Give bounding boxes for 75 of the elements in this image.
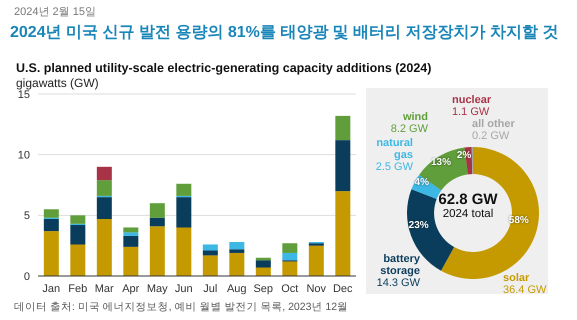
bar xyxy=(70,215,86,224)
bar xyxy=(150,218,165,226)
x-tick-label: Dec xyxy=(332,282,354,295)
bar xyxy=(44,231,59,276)
data-label: 1.1 GW xyxy=(452,106,490,118)
bar xyxy=(123,227,138,232)
bar xyxy=(44,209,59,218)
bar xyxy=(176,197,192,228)
slice-label: solar xyxy=(503,272,530,284)
text: 13% xyxy=(430,157,451,168)
text: 4% xyxy=(414,177,429,188)
x-tick-label: Oct xyxy=(281,282,298,295)
bar xyxy=(96,180,112,196)
bar xyxy=(202,250,218,256)
bar xyxy=(282,243,298,253)
data-label: 8.2 GW xyxy=(390,123,428,135)
slice-label: nuclear xyxy=(452,94,492,106)
bar xyxy=(256,268,271,276)
bar xyxy=(335,140,350,192)
bar xyxy=(229,249,244,253)
y-tick-label: 15 xyxy=(18,88,30,101)
bar xyxy=(229,252,244,276)
text: 2024 total xyxy=(442,208,494,220)
text: 2024년 2월 15일 xyxy=(14,5,96,19)
bar xyxy=(229,242,244,250)
slice-label: battery storage xyxy=(379,253,420,277)
bar xyxy=(150,226,165,276)
text: 데이터 출처: 미국 에너지정보청, 예비 월별 발전기 목록, 2023년 12월 xyxy=(14,300,348,314)
x-tick-label: Jul xyxy=(203,282,218,295)
bar xyxy=(123,232,138,236)
y-tick-label: 5 xyxy=(24,210,30,222)
x-tick-label: Aug xyxy=(226,282,247,295)
text: 62.8 GW xyxy=(437,191,499,208)
x-tick-label: Sep xyxy=(253,282,274,295)
bar xyxy=(96,197,112,219)
text: 23% xyxy=(408,220,429,231)
bar xyxy=(96,166,112,180)
bar xyxy=(308,246,324,276)
x-tick-label: May xyxy=(146,282,168,295)
bar xyxy=(70,225,86,244)
bar xyxy=(335,116,350,140)
x-tick-label: Nov xyxy=(306,282,327,295)
bar xyxy=(96,218,112,276)
data-label: 36.4 GW xyxy=(503,284,546,296)
bar xyxy=(202,255,218,276)
x-tick-label: Jun xyxy=(174,282,193,295)
bar xyxy=(335,191,350,276)
x-tick-label: Mar xyxy=(94,282,114,295)
bar xyxy=(70,244,86,276)
bar xyxy=(256,260,271,268)
slice-label: natural gas xyxy=(375,137,413,161)
bar xyxy=(150,203,165,218)
x-tick-label: Apr xyxy=(122,282,140,295)
y-axis-title: gigawatts (GW) xyxy=(16,76,99,90)
bar xyxy=(123,236,138,247)
bar xyxy=(123,246,138,276)
x-tick-label: Feb xyxy=(68,282,88,295)
bar xyxy=(282,261,298,276)
data-label: 0.2 GW xyxy=(472,130,510,142)
x-tick-label: Jan xyxy=(42,282,60,295)
bar xyxy=(202,244,218,251)
bar xyxy=(176,227,192,276)
data-label: 14.3 GW xyxy=(376,277,420,289)
bar xyxy=(176,184,192,196)
bar xyxy=(282,252,298,260)
chart-subtitle: U.S. planned utility-scale electric-generating capacity additions (2024) xyxy=(16,61,432,75)
y-tick-label: 0 xyxy=(24,270,30,283)
slice-label: wind xyxy=(402,111,428,123)
slice-label: all other xyxy=(472,118,515,130)
bar xyxy=(308,243,324,246)
y-tick-label: 10 xyxy=(18,150,30,162)
data-label: 2.5 GW xyxy=(374,161,413,173)
chart-title: 2024년 미국 신규 발전 용량의 81%를 태양광 및 배터리 저장장치가 차지할 것 xyxy=(10,23,559,43)
text: 2% xyxy=(456,150,472,161)
bar xyxy=(44,218,59,232)
